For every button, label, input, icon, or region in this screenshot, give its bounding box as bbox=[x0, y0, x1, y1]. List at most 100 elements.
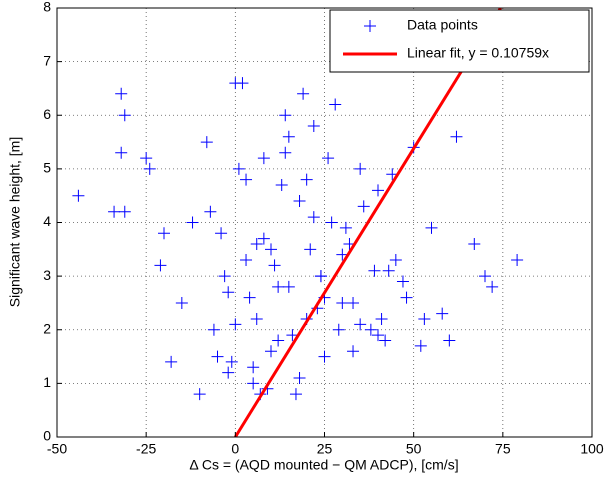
data-point bbox=[175, 296, 188, 309]
plot-area bbox=[57, 8, 592, 437]
data-point bbox=[229, 318, 242, 331]
data-point bbox=[396, 275, 409, 288]
data-point bbox=[418, 313, 431, 326]
data-point bbox=[108, 205, 121, 218]
data-point bbox=[450, 130, 463, 143]
data-point bbox=[468, 237, 481, 250]
data-point bbox=[329, 98, 342, 111]
data-point bbox=[222, 286, 235, 299]
data bbox=[72, 8, 524, 437]
x-tick-label: 75 bbox=[495, 441, 511, 457]
y-tick-label: 7 bbox=[43, 52, 51, 68]
y-tick-label: 6 bbox=[43, 106, 51, 122]
data-point bbox=[425, 221, 438, 234]
data-point bbox=[272, 334, 285, 347]
x-tick-label: 50 bbox=[406, 441, 422, 457]
data-point bbox=[200, 136, 213, 149]
legend-label: Data points bbox=[407, 17, 478, 33]
data-point bbox=[318, 350, 331, 363]
data-point bbox=[436, 307, 449, 320]
data-point bbox=[379, 334, 392, 347]
data-point bbox=[207, 323, 220, 336]
data-point bbox=[322, 152, 335, 165]
data-point bbox=[347, 345, 360, 358]
legend-box bbox=[329, 9, 590, 73]
y-tick-label: 0 bbox=[43, 428, 51, 444]
y-axis-label: Significant wave height, [m] bbox=[7, 137, 23, 307]
x-tick-label: 100 bbox=[580, 441, 604, 457]
data-point bbox=[143, 162, 156, 175]
data-point bbox=[368, 264, 381, 277]
data-point bbox=[222, 366, 235, 379]
data-point bbox=[215, 227, 228, 240]
data-point bbox=[186, 216, 199, 229]
data-point bbox=[247, 377, 260, 390]
data-point bbox=[247, 361, 260, 374]
data-point bbox=[289, 388, 302, 401]
data-point bbox=[72, 189, 85, 202]
data-point bbox=[297, 87, 310, 100]
data-point bbox=[250, 237, 263, 250]
data-point bbox=[332, 323, 345, 336]
data-point bbox=[154, 259, 167, 272]
data-point bbox=[257, 232, 270, 245]
data-point bbox=[314, 270, 327, 283]
x-tick-label: 0 bbox=[231, 441, 239, 457]
data-point bbox=[265, 345, 277, 358]
data-point bbox=[118, 205, 131, 218]
y-tick-label: 8 bbox=[43, 0, 51, 15]
data-point bbox=[354, 318, 367, 331]
data-point bbox=[486, 280, 499, 293]
data-point bbox=[250, 313, 263, 326]
data-point bbox=[218, 270, 231, 283]
x-axis-label: Δ Cs = (AQD mounted − QM ADCP), [cm/s] bbox=[189, 457, 458, 473]
data-point bbox=[511, 254, 524, 267]
data-point bbox=[243, 291, 256, 304]
data-point bbox=[339, 221, 352, 234]
data-point bbox=[236, 77, 249, 90]
data-point bbox=[279, 109, 292, 122]
data-point bbox=[240, 254, 253, 267]
fit-line bbox=[234, 8, 502, 437]
data-point bbox=[364, 323, 377, 336]
data-point bbox=[115, 87, 128, 100]
data-point bbox=[115, 146, 128, 159]
data-point bbox=[268, 259, 281, 272]
data-point bbox=[265, 243, 277, 256]
y-tick-label: 4 bbox=[43, 213, 51, 229]
data-point bbox=[479, 270, 491, 283]
x-tick-label: -25 bbox=[136, 441, 156, 457]
data-point bbox=[389, 254, 402, 267]
legend-label: Linear fit, y = 0.10759x bbox=[407, 45, 549, 61]
data-point bbox=[443, 334, 456, 347]
y-tick-label: 2 bbox=[43, 320, 51, 336]
data-point bbox=[414, 339, 427, 352]
data-point bbox=[336, 296, 349, 309]
data-point bbox=[232, 162, 245, 175]
data-point bbox=[257, 152, 270, 165]
data-point bbox=[118, 109, 131, 122]
data-point bbox=[347, 296, 360, 309]
data-point bbox=[286, 329, 299, 342]
data-point bbox=[165, 355, 178, 368]
data-point bbox=[357, 200, 370, 213]
data-point bbox=[375, 313, 388, 326]
data-point bbox=[158, 227, 170, 240]
data-point bbox=[293, 372, 306, 385]
legend: Data points Linear fit, y = 0.10759x bbox=[329, 9, 590, 73]
data-point bbox=[275, 178, 288, 191]
data-point bbox=[372, 329, 384, 342]
y-tick-label: 5 bbox=[43, 160, 51, 176]
data-point bbox=[211, 350, 224, 363]
data-point bbox=[193, 388, 206, 401]
data-point bbox=[304, 243, 317, 256]
data-point bbox=[293, 195, 306, 208]
data-point bbox=[272, 280, 285, 293]
data-point bbox=[382, 264, 395, 277]
data-point bbox=[300, 173, 313, 186]
data-point bbox=[279, 146, 292, 159]
data-point bbox=[307, 119, 320, 132]
data-point bbox=[204, 205, 217, 218]
data-point bbox=[282, 280, 295, 293]
